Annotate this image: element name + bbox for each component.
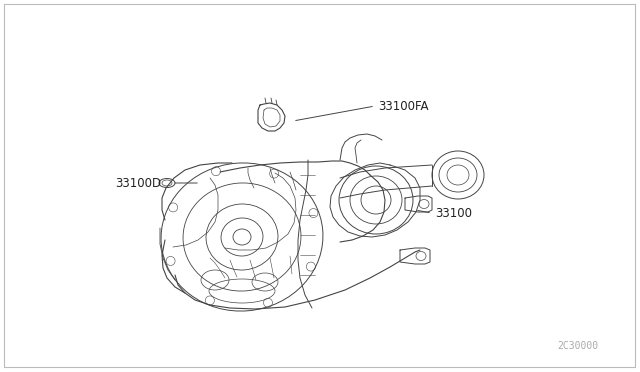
- Text: 2C30000: 2C30000: [557, 341, 598, 351]
- Text: 33100: 33100: [435, 206, 472, 219]
- Text: 33100D: 33100D: [115, 176, 161, 189]
- Text: 33100FA: 33100FA: [378, 99, 429, 112]
